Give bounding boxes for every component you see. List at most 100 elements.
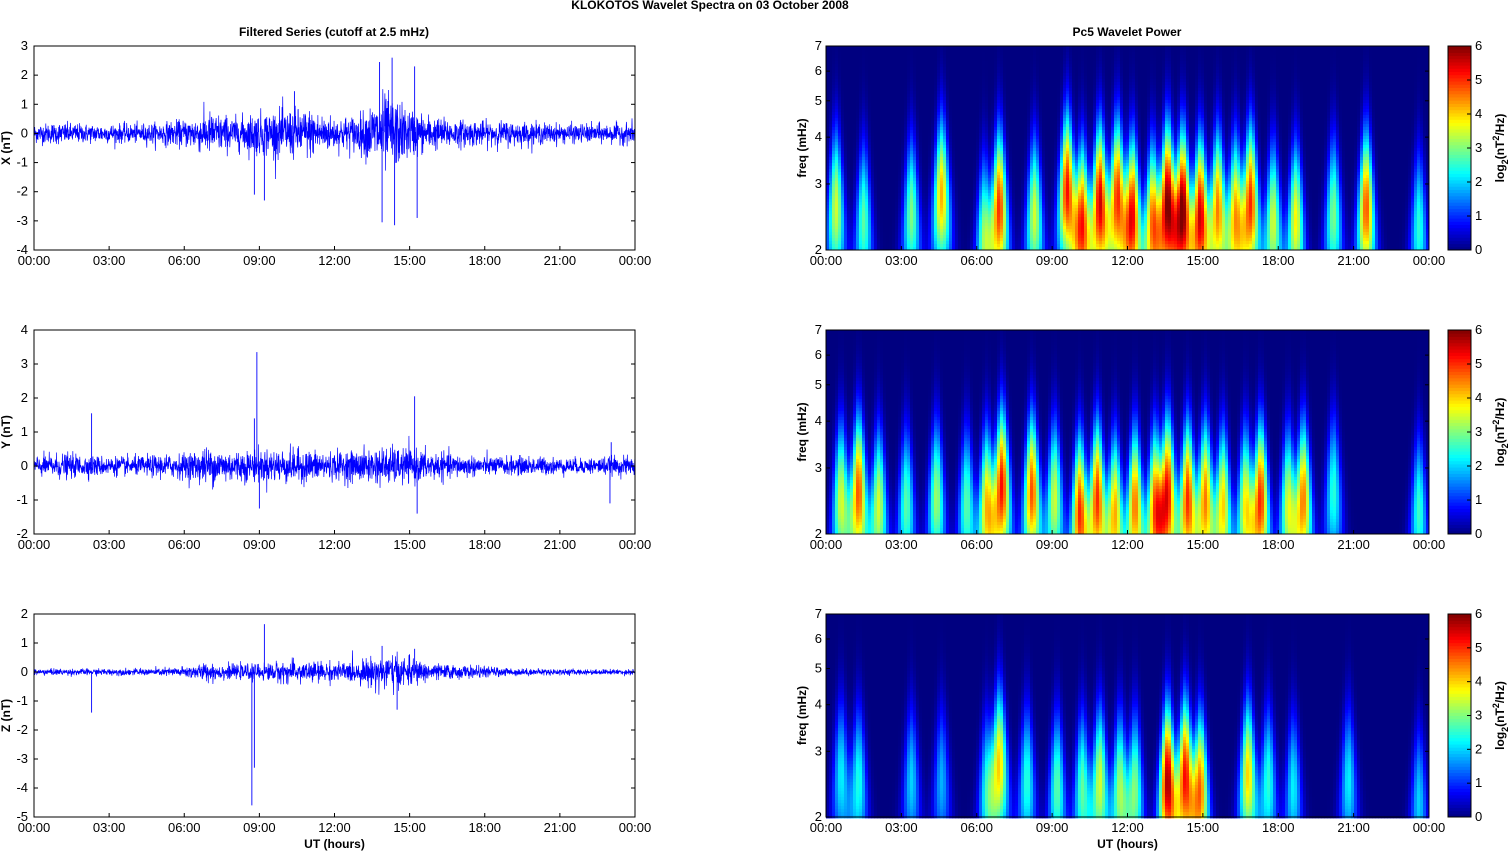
wavelet-cell [919,49,922,52]
wavelet-cell [892,103,895,106]
wavelet-cell [862,106,865,109]
wavelet-cell [877,139,880,142]
wavelet-cell [868,235,871,238]
wavelet-cell [832,169,835,172]
wavelet-cell [832,229,835,232]
wavelet-cell [901,160,904,163]
wavelet-cell [901,151,904,154]
wavelet-cell [883,214,886,217]
wavelet-cell [856,148,859,151]
wavelet-cell [826,184,829,187]
wavelet-cell [850,148,853,151]
wavelet-cell [901,49,904,52]
wavelet-cell [871,97,874,100]
wavelet-cell [844,169,847,172]
wavelet-cell [862,133,865,136]
wavelet-cell [859,148,862,151]
wavelet-cell [910,67,913,70]
wavelet-cell [865,157,868,160]
wavelet-cell [832,166,835,169]
wavelet-cell [904,175,907,178]
wavelet-cell [916,52,919,55]
wavelet-cell [853,109,856,112]
wavelet-cell [901,109,904,112]
wavelet-cell [922,235,925,238]
wavelet-cell [829,112,832,115]
wavelet-cell [901,157,904,160]
wavelet-cell [931,70,934,73]
wavelet-cell [838,94,841,97]
wavelet-cell [889,55,892,58]
wavelet-cell [934,235,937,238]
wavelet-cell [889,217,892,220]
wavelet-cell [919,121,922,124]
wavelet-cell [922,142,925,145]
wavelet-cell [934,217,937,220]
wavelet-cell [853,142,856,145]
wavelet-cell [880,91,883,94]
wavelet-cell [913,64,916,67]
wavelet-cell [895,232,898,235]
wavelet-cell [871,229,874,232]
wavelet-cell [907,148,910,151]
wavelet-cell [922,184,925,187]
wavelet-cell [889,76,892,79]
wavelet-cell [841,157,844,160]
wavelet-cell [928,79,931,82]
wavelet-cell [907,121,910,124]
wavelet-cell [859,49,862,52]
wavelet-cell [847,82,850,85]
wavelet-cell [832,94,835,97]
wavelet-cell [931,91,934,94]
wavelet-cell [874,244,877,247]
wavelet-cell [856,178,859,181]
wavelet-cell [928,175,931,178]
wavelet-cell [928,103,931,106]
wavelet-cell [853,235,856,238]
wavelet-cell [877,82,880,85]
wavelet-cell [922,67,925,70]
wavelet-cell [913,181,916,184]
wavelet-cell [928,187,931,190]
wavelet-cell [874,214,877,217]
wavelet-cell [931,196,934,199]
ts-xtick-label: 03:00 [93,537,126,552]
wavelet-cell [826,211,829,214]
wavelet-cell [922,196,925,199]
wavelet-cell [883,49,886,52]
wavelet-cell [832,112,835,115]
wavelet-cell [865,91,868,94]
wavelet-cell [877,124,880,127]
wavelet-cell [910,187,913,190]
wavelet-cell [925,94,928,97]
wavelet-cell [844,187,847,190]
wavelet-cell [928,145,931,148]
wavelet-cell [886,199,889,202]
wavelet-cell [832,220,835,223]
wavelet-cell [913,193,916,196]
wavelet-cell [853,202,856,205]
wavelet-cell [856,211,859,214]
wavelet-cell [868,178,871,181]
wavelet-cell [868,130,871,133]
wavelet-cell [916,160,919,163]
wavelet-cell [937,49,940,52]
wavelet-cell [910,142,913,145]
wavelet-cell [904,193,907,196]
wavelet-cell [913,130,916,133]
wavelet-cell [826,226,829,229]
wavelet-cell [871,79,874,82]
wavelet-cell [832,73,835,76]
wavelet-cell [877,217,880,220]
wavelet-cell [901,199,904,202]
wavelet-cell [829,130,832,133]
wavelet-cell [856,106,859,109]
wavelet-cell [898,196,901,199]
wavelet-cell [856,223,859,226]
wavelet-cell [835,136,838,139]
wavelet-cell [925,64,928,67]
wavelet-cell [874,61,877,64]
wavelet-cell [895,91,898,94]
wavelet-cell [829,196,832,199]
wavelet-cell [907,172,910,175]
